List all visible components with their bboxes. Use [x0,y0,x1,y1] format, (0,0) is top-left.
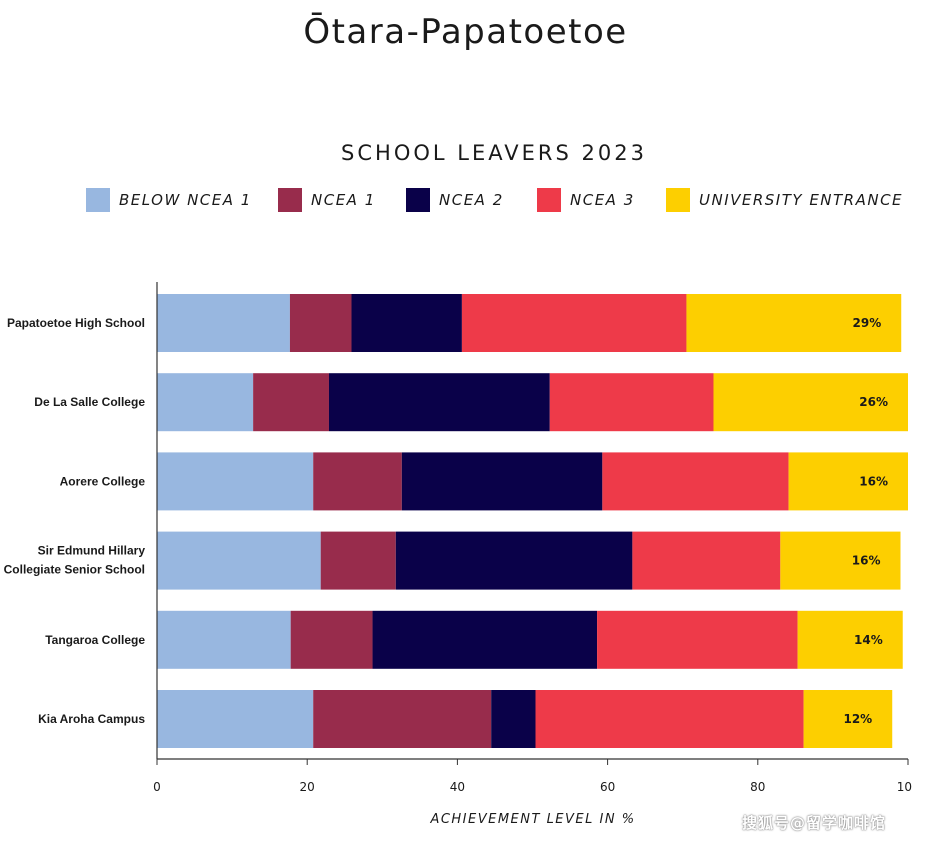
page-title: Ōtara-Papatoetoe [303,12,628,52]
category-label: Tangaroa College [45,633,145,647]
legend-item-below-ncea-1: BELOW NCEA 1 [86,186,252,214]
bar-ncea-2 [401,452,603,511]
legend: BELOW NCEA 1 NCEA 1 NCEA 2 NCEA 3 UNIVER… [0,186,931,214]
legend-item-ncea-3: NCEA 3 [537,186,635,214]
category-label: Kia Aroha Campus [38,712,145,726]
x-tick-label: 60 [600,780,615,794]
bar-below-ncea-1 [157,373,254,432]
bar-ncea-1 [313,452,402,511]
data-label: 29% [853,316,882,330]
bar-ncea-1 [320,531,396,590]
watermark: 搜狐号@留学咖啡馆 [742,814,887,832]
bar-below-ncea-1 [157,610,291,669]
x-axis-label: ACHIEVEMENT LEVEL IN % [430,812,636,827]
x-tick-label: 0 [153,780,161,794]
legend-label: NCEA 1 [311,191,376,209]
bar-ncea-2 [395,531,633,590]
bar-university-entrance [797,610,903,669]
x-tick-label: 80 [750,780,765,794]
data-label: 14% [854,633,883,647]
x-tick-label: 20 [300,780,315,794]
bar-university-entrance [780,531,901,590]
bar-ncea-2 [491,690,536,748]
chart-title: SCHOOL LEAVERS 2023 [341,141,647,165]
legend-label: NCEA 2 [439,191,504,209]
bar-university-entrance [713,373,908,432]
bar-below-ncea-1 [157,452,314,511]
bar-ncea-3 [461,294,687,352]
bar-ncea-3 [549,373,714,432]
legend-swatch [278,188,302,212]
x-tick-label: 10 [897,780,912,794]
data-label: 16% [852,554,881,568]
legend-swatch [406,188,430,212]
category-label: Collegiate Senior School [4,563,145,577]
data-label: 12% [843,712,872,726]
legend-item-university-entrance: UNIVERSITY ENTRANCE [666,186,903,214]
bar-ncea-2 [372,610,598,669]
bar-ncea-3 [597,610,798,669]
legend-label: UNIVERSITY ENTRANCE [699,191,904,209]
bar-ncea-2 [328,373,550,432]
data-label: 26% [859,395,888,409]
bar-university-entrance [686,294,902,352]
bar-ncea-3 [602,452,789,511]
bar-ncea-1 [253,373,329,432]
bar-ncea-1 [313,690,492,748]
legend-swatch [537,188,561,212]
bar-ncea-3 [632,531,781,590]
bar-below-ncea-1 [157,531,321,590]
x-tick-label: 40 [450,780,465,794]
legend-swatch [666,188,690,212]
bar-university-entrance [788,452,908,511]
legend-swatch [86,188,110,212]
category-label: Papatoetoe High School [7,316,145,330]
bar-ncea-1 [289,294,352,352]
legend-label: BELOW NCEA 1 [119,191,252,209]
bar-ncea-3 [535,690,804,748]
legend-label: NCEA 3 [570,191,635,209]
bar-ncea-2 [351,294,462,352]
category-label: Aorere College [60,474,146,488]
bar-university-entrance [803,690,893,748]
legend-item-ncea-2: NCEA 2 [406,186,504,214]
bar-ncea-1 [290,610,373,669]
bar-below-ncea-1 [157,690,314,748]
legend-item-ncea-1: NCEA 1 [278,186,376,214]
category-label: De La Salle College [34,395,145,409]
data-label: 16% [859,474,888,488]
category-label: Sir Edmund Hillary [38,544,146,558]
bar-below-ncea-1 [157,294,290,352]
